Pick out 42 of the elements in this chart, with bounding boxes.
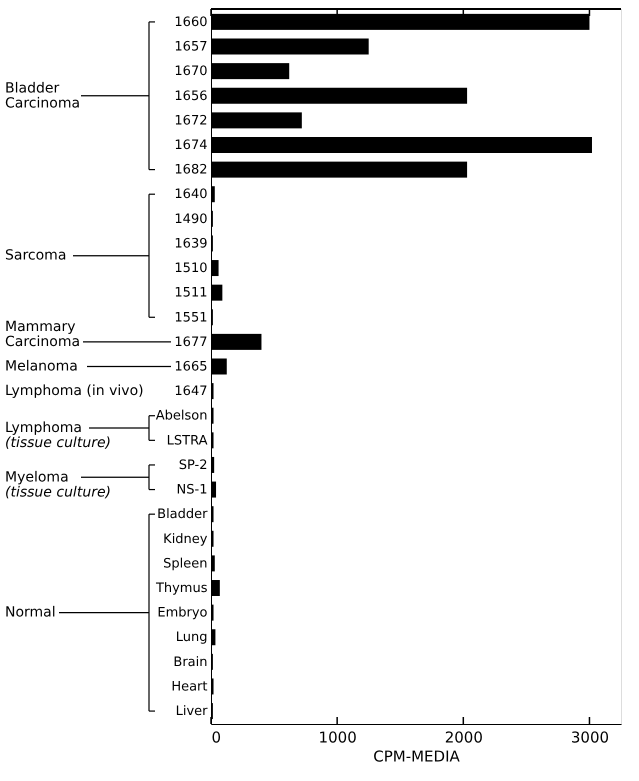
y-tick-label: Lung bbox=[176, 630, 208, 646]
y-tick-label: 1511 bbox=[174, 286, 208, 301]
x-axis-title: CPM-MEDIA bbox=[373, 748, 460, 766]
y-tick-label: 1677 bbox=[174, 334, 208, 350]
y-tick-label: 1657 bbox=[174, 40, 208, 55]
x-tick-label: 3000 bbox=[570, 728, 610, 746]
y-tick-label: 1639 bbox=[174, 236, 208, 252]
y-tick-label: Embryo bbox=[157, 606, 208, 621]
y-tick-label: Liver bbox=[176, 704, 208, 720]
text: Bladder Carcinoma bbox=[5, 80, 80, 112]
y-tick-label: NS-1 bbox=[176, 482, 208, 498]
y-tick-label: SP-2 bbox=[178, 458, 208, 473]
text: Normal bbox=[5, 604, 56, 621]
y-tick-label: Spleen bbox=[163, 556, 208, 572]
y-tick-label: Heart bbox=[171, 679, 208, 694]
y-tick-label: 1490 bbox=[174, 212, 208, 227]
y-tick-label: 1682 bbox=[174, 162, 208, 178]
text: Lymphoma (in vivo) bbox=[5, 383, 144, 400]
y-tick-label: 1656 bbox=[174, 88, 208, 104]
text: Melanoma bbox=[5, 358, 78, 374]
y-tick-label: Bladder bbox=[157, 507, 208, 522]
text: Lymphoma (tissue culture) bbox=[5, 420, 112, 452]
y-tick-label: 1647 bbox=[174, 384, 208, 400]
y-tick-label: 1665 bbox=[174, 360, 208, 374]
y-tick-label: Abelson bbox=[156, 408, 208, 424]
y-tick-label: 1551 bbox=[174, 310, 208, 326]
y-tick-label: 1672 bbox=[174, 113, 208, 128]
y-tick-label: Brain bbox=[173, 654, 208, 670]
x-tick-label: 0 bbox=[212, 728, 222, 746]
y-tick-label: 1674 bbox=[174, 138, 208, 153]
y-tick-label: 1640 bbox=[174, 187, 208, 202]
text: Mammary Carcinoma bbox=[5, 318, 80, 350]
text: Sarcoma bbox=[5, 248, 66, 264]
y-tick-label: 1510 bbox=[174, 261, 208, 276]
y-tick-label: Kidney bbox=[163, 532, 208, 547]
y-tick-label: LSTRA bbox=[166, 433, 208, 448]
text: Myeloma (tissue culture) bbox=[5, 469, 112, 500]
y-tick-label: 1660 bbox=[174, 14, 208, 30]
x-tick-label: 1000 bbox=[318, 728, 357, 746]
y-tick-label: 1670 bbox=[174, 64, 208, 80]
y-tick-label: Thymus bbox=[154, 581, 208, 596]
x-tick-label: 2000 bbox=[444, 728, 483, 746]
